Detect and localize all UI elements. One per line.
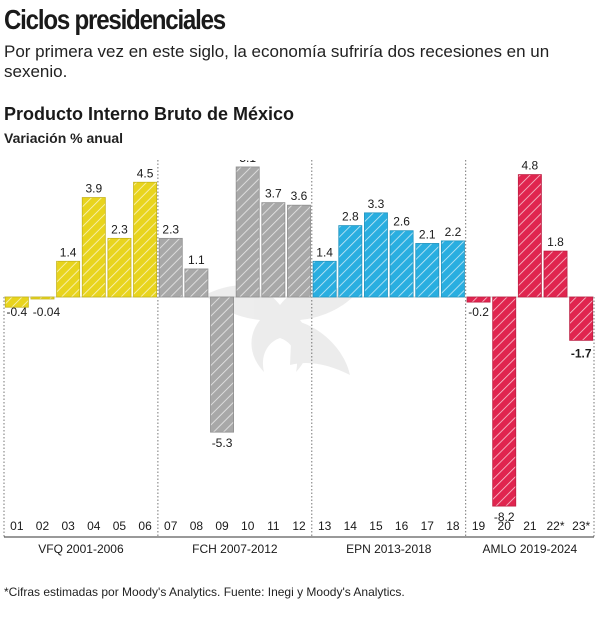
category-label: 22*: [547, 519, 565, 533]
value-label: 2.1: [419, 227, 436, 241]
value-label: 1.4: [60, 245, 77, 259]
bar-05: [107, 237, 132, 298]
bar-08: [184, 268, 209, 298]
footnote: *Cifras estimadas por Moody's Analytics.…: [4, 585, 405, 599]
bar-07: [158, 237, 183, 298]
value-label: 2.3: [162, 222, 179, 236]
bar-02: [30, 296, 55, 300]
category-label: 19: [472, 519, 486, 533]
group-label: FCH 2007-2012: [192, 542, 278, 556]
bar-18: [440, 240, 465, 298]
category-label: 02: [36, 519, 50, 533]
category-label: 10: [241, 519, 255, 533]
bar-21: [517, 174, 542, 298]
category-label: 08: [190, 519, 204, 533]
value-label: -0.2: [468, 305, 489, 319]
category-label: 15: [369, 519, 383, 533]
value-label: 1.4: [316, 245, 333, 259]
category-label: 12: [292, 519, 306, 533]
value-label: 5.1: [239, 160, 256, 165]
bar-19: [466, 296, 491, 303]
bar-15: [364, 212, 388, 298]
category-label: 20: [498, 519, 512, 533]
gdp-bar-chart: -0.4 01 -0.04 02 1.4 03 3.9 04 2.3 05 4.5 06 2.3 07 1.…: [3, 160, 595, 556]
category-label: 23*: [572, 519, 590, 533]
category-label: 13: [318, 519, 332, 533]
value-label: 1.8: [547, 235, 564, 249]
category-label: 07: [164, 519, 178, 533]
deck: Por primera vez en este siglo, la econom…: [4, 42, 550, 81]
chart-title: Producto Interno Bruto de México: [4, 104, 295, 124]
bar-09: [210, 296, 234, 433]
value-label: -8.2: [494, 510, 515, 524]
category-label: 04: [87, 519, 101, 533]
value-label: -0.4: [6, 305, 27, 319]
bar-16: [389, 230, 414, 298]
category-label: 05: [113, 519, 127, 533]
bar-22: [543, 250, 568, 298]
category-label: 21: [523, 519, 537, 533]
labels-layer: -0.4 01 -0.04 02 1.4 03 3.9 04 2.3 05 4.5 06 2.3 07 1.…: [6, 160, 591, 556]
value-label: 2.2: [445, 225, 462, 239]
value-label: -5.3: [212, 436, 233, 450]
value-label: 3.7: [265, 187, 282, 201]
category-label: 03: [61, 519, 75, 533]
category-label: 17: [421, 519, 435, 533]
category-label: 18: [446, 519, 460, 533]
value-label: 3.3: [368, 197, 385, 211]
group-label: AMLO 2019-2024: [483, 542, 578, 556]
value-label: 2.8: [342, 210, 359, 224]
value-label: -0.04: [33, 305, 61, 319]
bar-01: [4, 296, 29, 308]
category-label: 11: [267, 519, 280, 533]
value-label: 2.6: [393, 215, 410, 229]
value-label: 4.5: [137, 166, 154, 180]
value-label: 4.8: [522, 160, 539, 173]
bar-06: [133, 181, 158, 298]
bar-12: [287, 204, 311, 298]
category-label: 06: [138, 519, 152, 533]
bar-20: [492, 296, 517, 507]
chart-subtitle: Variación % anual: [4, 130, 124, 146]
value-label: 1.1: [188, 253, 205, 267]
value-label: 2.3: [111, 222, 128, 236]
bar-14: [338, 225, 363, 298]
bar-03: [56, 260, 81, 298]
group-label: VFQ 2001-2006: [38, 542, 124, 556]
value-label: -1.7: [571, 346, 592, 360]
bar-17: [415, 243, 440, 298]
bar-23: [569, 296, 594, 341]
group-label: EPN 2013-2018: [346, 542, 432, 556]
category-label: 14: [344, 519, 358, 533]
bar-10: [235, 166, 260, 298]
category-label: 09: [215, 519, 229, 533]
bar-13: [312, 260, 337, 298]
bars-layer: [4, 166, 594, 507]
bar-04: [81, 197, 106, 298]
eagle-watermark: [205, 285, 355, 375]
value-label: 3.9: [85, 182, 102, 196]
bar-11: [261, 202, 286, 298]
category-label: 01: [10, 519, 24, 533]
category-label: 16: [395, 519, 409, 533]
headline: Ciclos presidenciales: [4, 4, 226, 35]
value-label: 3.6: [291, 189, 308, 203]
